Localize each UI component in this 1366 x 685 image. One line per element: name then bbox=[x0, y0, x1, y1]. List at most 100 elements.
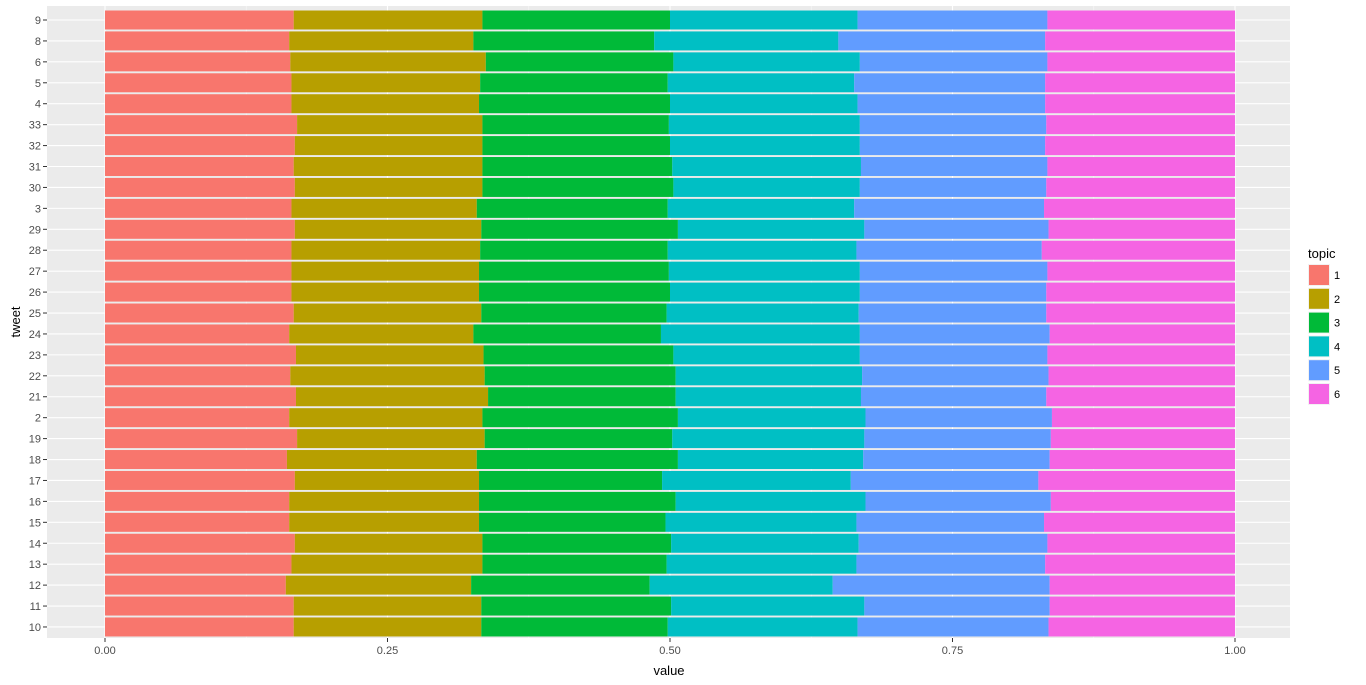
bar-segment-topic-6 bbox=[1046, 115, 1235, 135]
bar-segment-topic-3 bbox=[480, 73, 668, 93]
bar-segment-topic-1 bbox=[105, 157, 294, 177]
bar-segment-topic-4 bbox=[675, 366, 863, 386]
bar-segment-topic-4 bbox=[677, 450, 864, 470]
bar-segment-topic-4 bbox=[677, 408, 866, 428]
bar-segment-topic-5 bbox=[864, 596, 1050, 616]
bar-segment-topic-3 bbox=[479, 282, 670, 302]
bar-segment-topic-1 bbox=[105, 429, 298, 449]
y-tick-label: 9 bbox=[35, 15, 41, 27]
bar-segment-topic-6 bbox=[1046, 387, 1235, 407]
bar-segment-topic-6 bbox=[1046, 303, 1235, 323]
bar-segment-topic-6 bbox=[1045, 31, 1235, 51]
bar-segment-topic-4 bbox=[670, 282, 860, 302]
bar-segment-topic-2 bbox=[297, 115, 483, 135]
legend-swatch-topic-4 bbox=[1309, 336, 1329, 357]
y-tick-label: 28 bbox=[29, 245, 41, 257]
bar-segment-topic-5 bbox=[857, 94, 1046, 114]
bar-segment-topic-4 bbox=[670, 136, 860, 156]
y-tick-label: 12 bbox=[29, 580, 41, 592]
bar-segment-topic-3 bbox=[482, 115, 669, 135]
bar-segment-topic-5 bbox=[863, 450, 1050, 470]
bar-segment-topic-2 bbox=[289, 491, 480, 511]
bar-segment-topic-5 bbox=[832, 575, 1050, 595]
legend-swatch-topic-2 bbox=[1309, 288, 1329, 309]
bar-segment-topic-5 bbox=[860, 157, 1048, 177]
x-tick-label: 0.50 bbox=[659, 645, 680, 657]
x-tick-label: 0.25 bbox=[377, 645, 398, 657]
y-axis: 9865433323130329282726252423222121918171… bbox=[29, 15, 47, 634]
bar-segment-topic-1 bbox=[105, 596, 294, 616]
legend-label: 3 bbox=[1334, 318, 1340, 330]
bar-segment-topic-1 bbox=[105, 94, 292, 114]
bar-segment-topic-1 bbox=[105, 219, 295, 239]
bar-segment-topic-2 bbox=[291, 282, 480, 302]
bar-segment-topic-3 bbox=[482, 177, 674, 197]
bar-segment-topic-4 bbox=[668, 115, 860, 135]
bar-segment-topic-3 bbox=[484, 366, 676, 386]
legend-label: 2 bbox=[1334, 294, 1340, 306]
bar-segment-topic-6 bbox=[1046, 282, 1235, 302]
x-axis: 0.00 0.25 0.50 0.75 1.00 bbox=[94, 638, 1246, 657]
y-tick-label: 14 bbox=[29, 538, 41, 550]
bar-segment-topic-3 bbox=[476, 450, 678, 470]
y-tick-label: 27 bbox=[29, 266, 41, 278]
bar-segment-topic-4 bbox=[675, 491, 866, 511]
bar-segment-topic-2 bbox=[295, 345, 484, 365]
bar-segment-topic-2 bbox=[294, 219, 482, 239]
bar-segment-topic-5 bbox=[864, 429, 1051, 449]
bar-segment-topic-2 bbox=[294, 136, 483, 156]
legend-label: 1 bbox=[1334, 270, 1340, 282]
x-axis-title: value bbox=[653, 663, 684, 678]
bar-segment-topic-1 bbox=[105, 450, 287, 470]
bar-segment-topic-3 bbox=[482, 136, 670, 156]
bar-segment-topic-5 bbox=[864, 219, 1049, 239]
bar-segment-topic-3 bbox=[485, 52, 674, 72]
y-tick-label: 25 bbox=[29, 308, 41, 320]
bar-segment-topic-4 bbox=[666, 554, 857, 574]
bar-segment-topic-6 bbox=[1047, 52, 1235, 72]
bar-segment-topic-6 bbox=[1045, 136, 1235, 156]
bar-segment-topic-2 bbox=[295, 387, 489, 407]
bar-segment-topic-6 bbox=[1047, 157, 1235, 177]
bars-group bbox=[105, 10, 1235, 637]
bar-segment-topic-3 bbox=[482, 10, 670, 30]
bar-segment-topic-5 bbox=[860, 387, 1047, 407]
legend-swatch-topic-5 bbox=[1309, 360, 1329, 381]
bar-segment-topic-5 bbox=[854, 198, 1045, 218]
y-tick-label: 16 bbox=[29, 496, 41, 508]
bar-segment-topic-4 bbox=[677, 219, 865, 239]
bar-segment-topic-6 bbox=[1048, 366, 1235, 386]
bar-segment-topic-1 bbox=[105, 10, 294, 30]
bar-segment-topic-6 bbox=[1038, 470, 1235, 490]
bar-segment-topic-1 bbox=[105, 575, 286, 595]
bar-segment-topic-5 bbox=[859, 261, 1048, 281]
bar-segment-topic-5 bbox=[856, 512, 1045, 532]
legend-swatch-topic-6 bbox=[1309, 384, 1329, 404]
bar-segment-topic-5 bbox=[859, 282, 1047, 302]
bar-segment-topic-1 bbox=[105, 345, 296, 365]
bar-segment-topic-2 bbox=[289, 408, 483, 428]
bar-segment-topic-1 bbox=[105, 533, 295, 553]
bar-segment-topic-3 bbox=[482, 554, 667, 574]
bar-segment-topic-1 bbox=[105, 52, 291, 72]
x-tick-label: 0.00 bbox=[94, 645, 115, 657]
bar-segment-topic-3 bbox=[482, 157, 673, 177]
bar-segment-topic-5 bbox=[857, 617, 1049, 637]
y-tick-label: 32 bbox=[29, 141, 41, 153]
y-tick-label: 24 bbox=[29, 329, 41, 341]
bar-segment-topic-6 bbox=[1048, 219, 1235, 239]
bar-segment-topic-1 bbox=[105, 366, 291, 386]
bar-segment-topic-2 bbox=[297, 429, 485, 449]
bar-segment-topic-4 bbox=[667, 73, 855, 93]
bar-segment-topic-2 bbox=[290, 52, 486, 72]
bar-segment-topic-4 bbox=[654, 31, 839, 51]
bar-segment-topic-5 bbox=[862, 366, 1049, 386]
bar-segment-topic-6 bbox=[1051, 408, 1235, 428]
y-tick-label: 23 bbox=[29, 350, 41, 362]
bar-segment-topic-1 bbox=[105, 198, 292, 218]
bar-segment-topic-4 bbox=[671, 533, 859, 553]
legend-swatch-topic-3 bbox=[1309, 312, 1329, 333]
bar-segment-topic-2 bbox=[294, 533, 483, 553]
bar-segment-topic-6 bbox=[1045, 94, 1235, 114]
bar-segment-topic-2 bbox=[294, 177, 483, 197]
